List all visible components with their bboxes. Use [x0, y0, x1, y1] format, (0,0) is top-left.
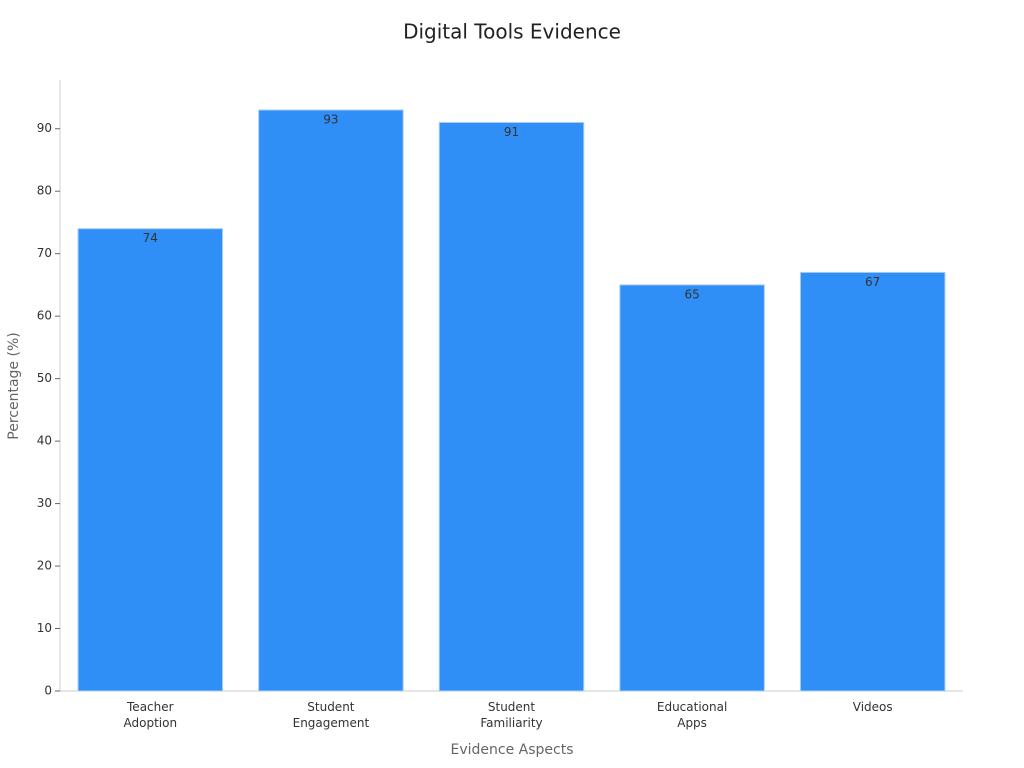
y-tick-label: 80	[37, 184, 52, 198]
bar	[77, 228, 224, 692]
y-tick-label: 90	[37, 121, 52, 135]
x-tick-label: Student Familiarity	[480, 700, 543, 730]
y-tick-label: 60	[37, 309, 52, 323]
y-tick-label: 70	[37, 246, 52, 260]
y-tick-label: 30	[37, 496, 52, 510]
x-axis-label: Evidence Aspects	[450, 742, 573, 758]
value-label: 74	[143, 231, 158, 245]
x-tick-label: Teacher Adoption	[123, 700, 178, 730]
y-axis-label: Percentage (%)	[6, 332, 22, 439]
x-tick-label: Videos	[852, 700, 893, 714]
bar	[438, 121, 585, 692]
bar	[799, 271, 946, 692]
value-label: 91	[504, 125, 519, 139]
value-label: 65	[684, 287, 699, 301]
y-tick-label: 0	[44, 684, 52, 698]
y-tick-label: 40	[37, 434, 52, 448]
y-tick-label: 50	[37, 371, 52, 385]
x-tick-label: Student Engagement	[292, 700, 370, 730]
y-tick-label: 10	[37, 621, 52, 635]
bar	[258, 109, 404, 692]
x-tick-label: Educational Apps	[656, 700, 728, 730]
value-label: 93	[323, 112, 338, 126]
y-tick-label: 20	[37, 559, 52, 573]
chart-title: Digital Tools Evidence	[403, 20, 621, 44]
value-label: 67	[865, 275, 880, 289]
bar	[619, 284, 765, 692]
